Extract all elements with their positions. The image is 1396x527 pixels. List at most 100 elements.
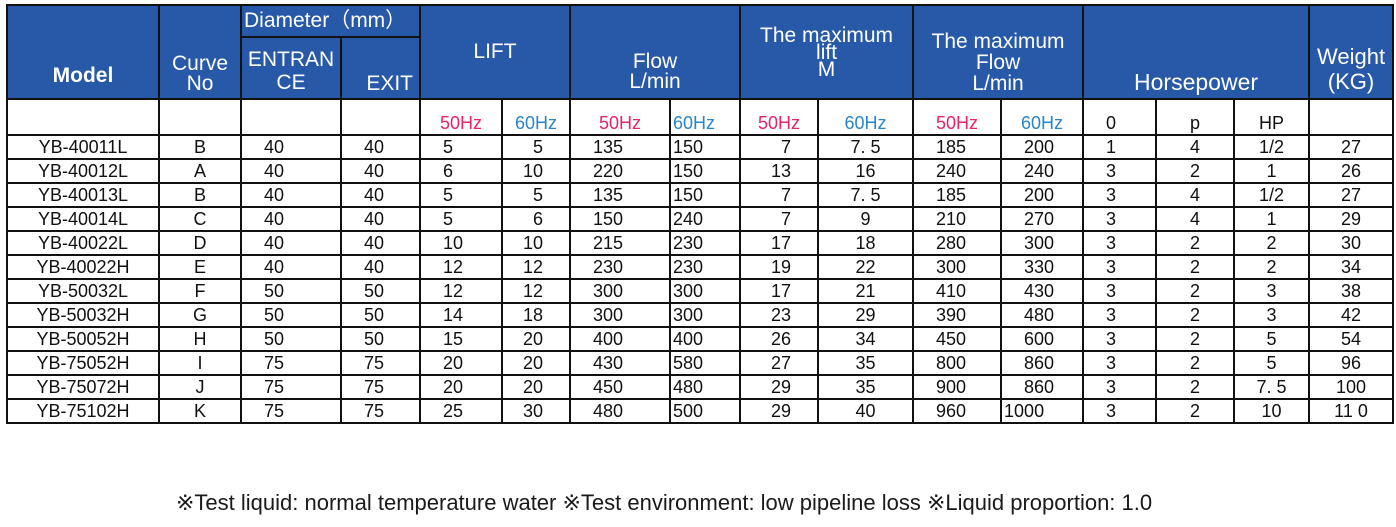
model-cell: YB-75072H bbox=[6, 374, 160, 400]
flow-60hz-cell: 150 bbox=[669, 158, 742, 184]
maxflow-60hz-cell: 200 bbox=[1000, 134, 1085, 160]
hp-p-cell: 4 bbox=[1155, 206, 1236, 232]
hp-p-cell: 4 bbox=[1155, 134, 1236, 160]
weight-cell: 54 bbox=[1308, 326, 1395, 352]
maxflow-50hz-label: 50Hz bbox=[912, 98, 1003, 136]
lift-50hz-cell: 12 bbox=[419, 278, 503, 304]
maxlift-60hz-cell: 9 bbox=[817, 206, 915, 232]
hp-p-cell: 2 bbox=[1155, 254, 1236, 280]
flow-60hz-cell: 300 bbox=[669, 302, 742, 328]
lift-60hz-cell: 6 bbox=[500, 206, 572, 232]
maxflow-50hz-cell: 900 bbox=[912, 374, 1003, 400]
test-conditions-footnote: ※Test liquid: normal temperature water ※… bbox=[176, 490, 1153, 515]
flow-50hz-cell: 480 bbox=[569, 398, 672, 424]
lift-60hz-cell: 20 bbox=[500, 374, 572, 400]
hp-p-cell: 2 bbox=[1155, 398, 1236, 424]
lift-60hz-cell: 5 bbox=[500, 182, 572, 208]
maxlift-50hz-cell: 29 bbox=[739, 374, 820, 400]
maxflow-60hz-cell: 480 bbox=[1000, 302, 1085, 328]
hp-p-cell: 4 bbox=[1155, 182, 1236, 208]
entrance-cell: 40 bbox=[240, 158, 342, 184]
subheader-blank bbox=[158, 98, 242, 136]
flow-60hz-cell: 240 bbox=[669, 206, 742, 232]
lift-60hz-cell: 20 bbox=[500, 350, 572, 376]
maxlift-50hz-label: 50Hz bbox=[739, 98, 820, 136]
flow-50hz-cell: 450 bbox=[569, 374, 672, 400]
hp-0-cell: 3 bbox=[1082, 278, 1158, 304]
model-cell: YB-50032L bbox=[6, 278, 160, 304]
maxflow-50hz-cell: 300 bbox=[912, 254, 1003, 280]
curve-cell: G bbox=[158, 302, 242, 328]
weight-cell: 100 bbox=[1308, 374, 1395, 400]
hp-0-cell: 3 bbox=[1082, 254, 1158, 280]
hp-0-cell: 3 bbox=[1082, 158, 1158, 184]
maxlift-60hz-cell: 34 bbox=[817, 326, 915, 352]
hp-p-cell: 2 bbox=[1155, 350, 1236, 376]
hp-0-cell: 1 bbox=[1082, 134, 1158, 160]
maxflow-60hz-cell: 330 bbox=[1000, 254, 1085, 280]
model-cell: YB-40014L bbox=[6, 206, 160, 232]
maxlift-50hz-cell: 23 bbox=[739, 302, 820, 328]
flow-60hz-cell: 300 bbox=[669, 278, 742, 304]
hp-0-cell: 3 bbox=[1082, 206, 1158, 232]
maxflow-50hz-cell: 390 bbox=[912, 302, 1003, 328]
lift-50hz-cell: 5 bbox=[419, 134, 503, 160]
exit-cell: 50 bbox=[340, 326, 421, 352]
maxlift-50hz-cell: 29 bbox=[739, 398, 820, 424]
subheader-blank bbox=[1308, 98, 1395, 136]
maxflow-50hz-cell: 240 bbox=[912, 158, 1003, 184]
lift-50hz-cell: 5 bbox=[419, 182, 503, 208]
hp-0-cell: 3 bbox=[1082, 230, 1158, 256]
hp-hp-cell: 3 bbox=[1233, 302, 1311, 328]
hp-p-cell: 2 bbox=[1155, 326, 1236, 352]
curve-cell: D bbox=[158, 230, 242, 256]
hp-hp-cell: 10 bbox=[1233, 398, 1311, 424]
flow-60hz-cell: 480 bbox=[669, 374, 742, 400]
maxlift-50hz-cell: 13 bbox=[739, 158, 820, 184]
lift-60hz-cell: 12 bbox=[500, 254, 572, 280]
curve-cell: A bbox=[158, 158, 242, 184]
hp-0-cell: 3 bbox=[1082, 182, 1158, 208]
maxflow-60hz-cell: 270 bbox=[1000, 206, 1085, 232]
header-exit: EXIT bbox=[340, 36, 421, 100]
table-row: YB-40012L A 40 40 6 10 220 150 13 16 240 240 3 2 1 26 bbox=[6, 158, 1395, 184]
exit-cell: 40 bbox=[340, 254, 421, 280]
table-row: YB-75052H I 75 75 20 20 430 580 27 35 800 860 3 2 5 96 bbox=[6, 350, 1395, 376]
maxflow-60hz-cell: 1000 bbox=[1000, 398, 1085, 424]
maxlift-60hz-label: 60Hz bbox=[817, 98, 915, 136]
weight-cell: 27 bbox=[1308, 134, 1395, 160]
maxflow-60hz-cell: 200 bbox=[1000, 182, 1085, 208]
model-cell: YB-40012L bbox=[6, 158, 160, 184]
maxflow-50hz-cell: 800 bbox=[912, 350, 1003, 376]
curve-cell: J bbox=[158, 374, 242, 400]
curve-cell: C bbox=[158, 206, 242, 232]
lift-50hz-cell: 14 bbox=[419, 302, 503, 328]
maxlift-60hz-cell: 21 bbox=[817, 278, 915, 304]
hp-p-cell: 2 bbox=[1155, 374, 1236, 400]
curve-cell: F bbox=[158, 278, 242, 304]
hp-p-cell: 2 bbox=[1155, 278, 1236, 304]
flow-50hz-cell: 215 bbox=[569, 230, 672, 256]
maxlift-60hz-cell: 7. 5 bbox=[817, 134, 915, 160]
header-model: Model bbox=[6, 4, 160, 100]
table-header: Model Curve No Diameter（mm） LIFT Flow L/… bbox=[6, 4, 1395, 100]
weight-cell: 34 bbox=[1308, 254, 1395, 280]
model-cell: YB-50052H bbox=[6, 326, 160, 352]
subheader-blank bbox=[240, 98, 342, 136]
hp-p-cell: 2 bbox=[1155, 230, 1236, 256]
hp-hp-cell: 7. 5 bbox=[1233, 374, 1311, 400]
flow-50hz-cell: 150 bbox=[569, 206, 672, 232]
subheader-blank bbox=[340, 98, 421, 136]
maxflow-50hz-cell: 280 bbox=[912, 230, 1003, 256]
maxflow-60hz-cell: 300 bbox=[1000, 230, 1085, 256]
maxflow-50hz-cell: 960 bbox=[912, 398, 1003, 424]
maxlift-60hz-cell: 35 bbox=[817, 374, 915, 400]
maxlift-60hz-cell: 22 bbox=[817, 254, 915, 280]
lift-60hz-cell: 20 bbox=[500, 326, 572, 352]
hp-hp-cell: 3 bbox=[1233, 278, 1311, 304]
hp-0-cell: 3 bbox=[1082, 302, 1158, 328]
entrance-cell: 75 bbox=[240, 398, 342, 424]
model-cell: YB-75102H bbox=[6, 398, 160, 424]
exit-cell: 40 bbox=[340, 158, 421, 184]
maxflow-60hz-cell: 860 bbox=[1000, 374, 1085, 400]
